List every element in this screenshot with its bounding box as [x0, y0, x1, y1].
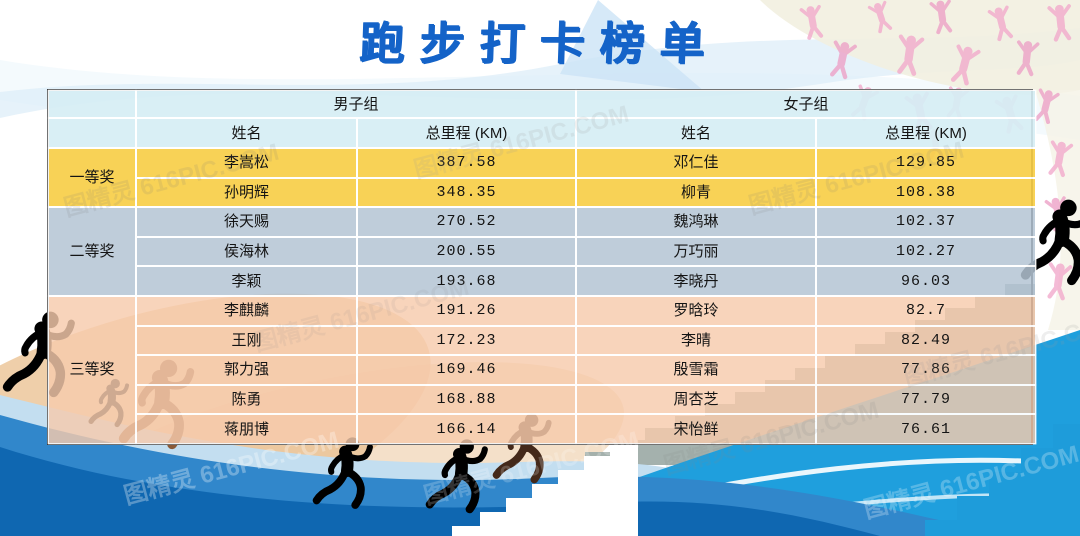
- player-name-cell: 李麒麟: [137, 296, 356, 325]
- distance-cell: 108.38: [817, 178, 1035, 207]
- corner-blank-cell: [49, 91, 135, 117]
- distance-cell: 193.68: [358, 267, 575, 295]
- white-staircase-shape: [452, 440, 638, 536]
- group-header-women: 女子组: [577, 91, 1035, 117]
- distance-cell: 169.46: [358, 356, 575, 384]
- distance-cell: 348.35: [358, 178, 575, 207]
- column-header-name-men: 姓名: [137, 119, 356, 147]
- distance-cell: 129.85: [817, 149, 1035, 177]
- distance-cell: 96.03: [817, 267, 1035, 295]
- player-name-cell: 宋怡鲜: [577, 415, 815, 443]
- player-name-cell: 万巧丽: [577, 237, 815, 266]
- blue-staircase-shape: [925, 400, 1080, 536]
- player-name-cell: 李颖: [137, 267, 356, 295]
- distance-cell: 200.55: [358, 237, 575, 266]
- distance-cell: 82.49: [817, 326, 1035, 355]
- player-name-cell: 王刚: [137, 326, 356, 355]
- distance-cell: 168.88: [358, 385, 575, 414]
- player-name-cell: 孙明辉: [137, 178, 356, 207]
- player-name-cell: 蒋朋博: [137, 415, 356, 443]
- player-name-cell: 侯海林: [137, 237, 356, 266]
- column-header-distance-women: 总里程 (KM): [817, 119, 1035, 147]
- distance-cell: 82.7: [817, 296, 1035, 325]
- player-name-cell: 周杏芝: [577, 385, 815, 414]
- player-name-cell: 徐天赐: [137, 208, 356, 236]
- distance-cell: 77.86: [817, 356, 1035, 384]
- corner-blank-cell: [49, 119, 135, 147]
- distance-cell: 77.79: [817, 385, 1035, 414]
- group-header-men: 男子组: [137, 91, 575, 117]
- distance-cell: 270.52: [358, 208, 575, 236]
- player-name-cell: 陈勇: [137, 385, 356, 414]
- player-name-cell: 魏鸿琳: [577, 208, 815, 236]
- leaderboard-grid: 男子组 女子组 姓名 总里程 (KM) 姓名 总里程 (KM) 一等奖 李嵩松 38…: [47, 89, 1035, 445]
- player-name-cell: 李嵩松: [137, 149, 356, 177]
- prize-cell: 一等奖: [49, 149, 135, 207]
- distance-cell: 191.26: [358, 296, 575, 325]
- column-header-distance-men: 总里程 (KM): [358, 119, 575, 147]
- distance-cell: 102.27: [817, 237, 1035, 266]
- distance-cell: 166.14: [358, 415, 575, 443]
- player-name-cell: 柳青: [577, 178, 815, 207]
- player-name-cell: 罗晗玲: [577, 296, 815, 325]
- player-name-cell: 李晓丹: [577, 267, 815, 295]
- prize-cell: 二等奖: [49, 208, 135, 295]
- column-header-name-women: 姓名: [577, 119, 815, 147]
- distance-cell: 387.58: [358, 149, 575, 177]
- distance-cell: 172.23: [358, 326, 575, 355]
- page-title: 跑步打卡榜单: [358, 19, 721, 69]
- player-name-cell: 邓仁佳: [577, 149, 815, 177]
- player-name-cell: 李晴: [577, 326, 815, 355]
- prize-cell: 三等奖: [49, 296, 135, 443]
- distance-cell: 102.37: [817, 208, 1035, 236]
- player-name-cell: 殷雪霜: [577, 356, 815, 384]
- player-name-cell: 郭力强: [137, 356, 356, 384]
- distance-cell: 76.61: [817, 415, 1035, 443]
